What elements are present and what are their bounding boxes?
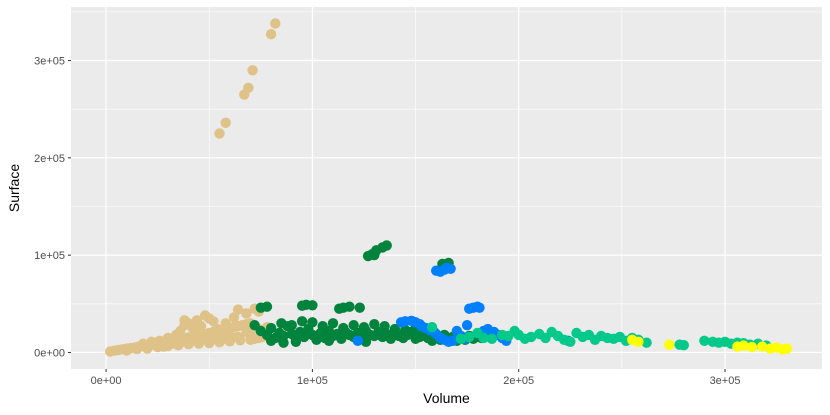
data-point [199,333,211,344]
y-tick-label: 3e+05 [34,56,65,68]
data-point [426,322,438,333]
data-point [214,128,225,139]
data-point [369,319,380,330]
y-tick-label: 0e+00 [34,347,65,359]
data-point [247,65,258,76]
data-point [348,320,359,331]
data-point [327,318,339,329]
data-point [232,331,244,343]
data-point [286,320,297,331]
data-point [369,249,380,261]
data-point [208,316,219,327]
data-point [278,337,289,348]
data-point [290,336,302,347]
data-point [358,322,370,333]
data-point [232,304,244,315]
data-point [224,329,236,341]
data-point [220,117,231,128]
plot-panel [71,7,822,369]
data-point [265,322,277,334]
data-point [633,336,644,347]
data-point [121,345,132,356]
data-point [338,322,349,334]
data-point [265,335,277,346]
x-tick-label: 3e+05 [710,375,741,387]
y-tick-label: 2e+05 [34,153,65,165]
axes: 0e+00 1e+05 2e+05 3e+05 0e+00 1e+05 2e+05 3e+05 [34,56,740,387]
data-point [179,315,190,326]
data-point [243,82,254,94]
data-point [245,328,256,340]
data-point [455,333,467,344]
data-point [486,333,498,344]
data-point [344,301,355,312]
data-point [276,318,287,329]
data-point [158,341,169,352]
data-points [105,18,793,357]
data-point [461,320,473,331]
data-point [298,331,310,343]
x-tick-label: 0e+00 [91,375,122,387]
data-point [400,324,411,336]
data-point [746,341,758,353]
data-point [474,302,485,313]
data-point [307,300,318,311]
data-point [138,338,149,349]
data-point [208,332,219,344]
data-point [270,18,281,29]
data-point [445,263,456,274]
data-point [379,321,390,332]
x-tick-label: 1e+05 [297,375,328,387]
x-tick-label: 2e+05 [503,375,534,387]
data-point [757,341,768,352]
data-point [187,335,198,346]
data-point [389,323,401,335]
data-point [664,339,675,350]
data-point [216,334,227,345]
data-point [323,335,335,346]
data-point [175,337,186,348]
data-point [261,301,273,312]
data-point [265,29,277,40]
data-point [352,335,363,346]
data-point [565,336,576,347]
data-point [296,316,308,327]
data-point [738,340,749,351]
data-point [354,302,365,313]
data-point [478,332,489,344]
data-point [307,317,318,328]
data-point [146,336,157,347]
data-point [381,240,392,251]
data-point [228,312,240,323]
data-point [447,335,458,346]
data-point [699,335,710,346]
data-point [317,321,328,332]
data-point [464,331,475,343]
data-point [220,318,231,329]
x-axis-title: Volume [423,390,470,406]
y-axis-title: Surface [6,164,22,212]
data-point [525,331,537,343]
data-point [241,308,252,319]
data-point [641,337,652,348]
data-point [166,338,178,349]
data-point [678,340,689,351]
y-tick-label: 1e+05 [34,250,65,262]
gridlines [71,7,822,369]
data-point [360,336,372,347]
data-point [781,343,793,354]
